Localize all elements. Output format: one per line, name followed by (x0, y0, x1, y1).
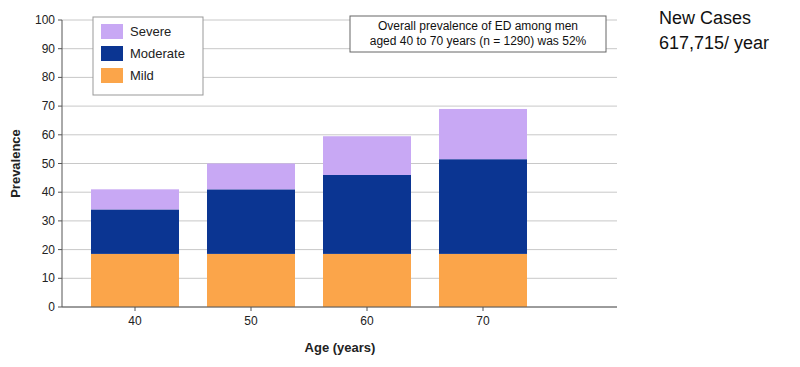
chart: 0 10 20 30 40 50 60 70 80 90 100 40 50 60 70 Age (years… (0, 0, 800, 367)
y-tick-label: 80 (42, 70, 56, 84)
y-tick (58, 278, 62, 279)
annotation: Overall prevalence of ED among men (378, 19, 578, 33)
legend-label: Mild (130, 68, 154, 83)
bar-segment (323, 136, 411, 175)
bar-segment (439, 159, 527, 254)
y-tick-label: 20 (42, 243, 56, 257)
bar-segment (323, 175, 411, 254)
y-tick (58, 20, 62, 21)
annotation: aged 40 to 70 years (n = 1290) was 52% (370, 34, 587, 48)
y-tick-label: 100 (35, 13, 55, 27)
y-tick-label: 60 (42, 128, 56, 142)
y-tick (58, 106, 62, 107)
y-tick-label: 50 (42, 157, 56, 171)
legend-swatch (101, 46, 123, 61)
y-tick (58, 77, 62, 78)
bar-segment (91, 254, 179, 307)
bar-segment (439, 109, 527, 159)
bars (91, 109, 527, 307)
x-axis (62, 307, 617, 308)
y-tick (58, 192, 62, 193)
y-axis-title: Prevalence (8, 129, 23, 198)
legend: Severe Moderate Mild (93, 17, 203, 95)
grid-line (62, 307, 617, 308)
y-axis (62, 20, 63, 307)
bar-segment (91, 189, 179, 209)
annotation-box (350, 16, 606, 52)
y-tick-label: 10 (42, 271, 56, 285)
y-tick-label: 90 (42, 42, 56, 56)
y-tick (58, 249, 62, 250)
legend-label: Moderate (130, 46, 185, 61)
x-axis-title: Age (years) (305, 340, 376, 355)
y-tick-label: 0 (48, 300, 55, 314)
annotation: New Cases (659, 8, 751, 28)
y-tick-label: 30 (42, 214, 56, 228)
y-tick (58, 134, 62, 135)
y-tick (58, 220, 62, 221)
legend-swatch (101, 68, 123, 83)
x-tick-label: 50 (244, 314, 258, 328)
x-tick-label: 70 (476, 314, 490, 328)
x-tick (367, 307, 368, 311)
legend-box (93, 17, 203, 95)
bar-segment (207, 254, 295, 307)
annotation: 617,715/ year (659, 33, 769, 53)
y-tick (58, 48, 62, 49)
legend-swatch (101, 24, 123, 39)
grid-line (62, 134, 617, 135)
y-tick-label: 40 (42, 185, 56, 199)
bar-segment (207, 164, 295, 190)
bar-segment (323, 254, 411, 307)
bar-segment (439, 254, 527, 307)
x-tick-label: 60 (360, 314, 374, 328)
x-tick-label: 40 (128, 314, 142, 328)
y-tick-label: 70 (42, 99, 56, 113)
bar-segment (207, 189, 295, 254)
bar-segment (91, 209, 179, 253)
legend-label: Severe (130, 24, 171, 39)
y-tick (58, 307, 62, 308)
x-tick (483, 307, 484, 311)
x-tick (135, 307, 136, 311)
x-tick (251, 307, 252, 311)
grid-line (62, 106, 617, 107)
y-tick (58, 163, 62, 164)
